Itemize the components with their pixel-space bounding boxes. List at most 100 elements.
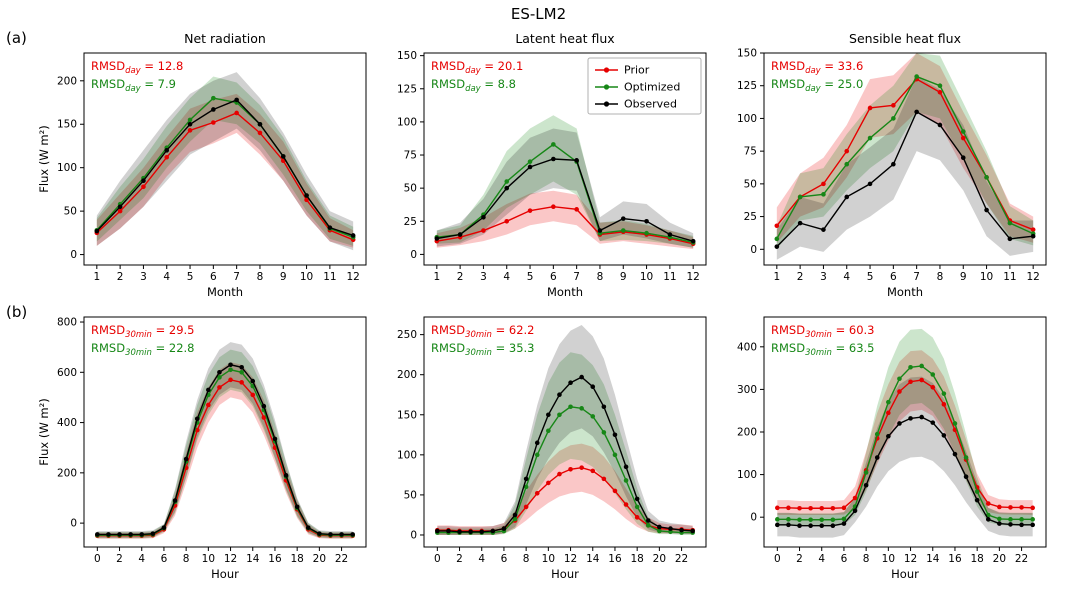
svg-text:RMSD30min = 60.3: RMSD30min = 60.3: [771, 323, 875, 340]
svg-text:0: 0: [434, 553, 441, 565]
svg-text:4: 4: [138, 553, 145, 565]
svg-text:600: 600: [57, 367, 77, 379]
svg-text:RMSDday = 12.8: RMSDday = 12.8: [91, 59, 183, 76]
svg-text:10: 10: [882, 553, 895, 565]
svg-text:Month: Month: [207, 285, 243, 299]
svg-text:4: 4: [843, 271, 850, 283]
svg-text:3: 3: [480, 271, 487, 283]
svg-text:6: 6: [841, 553, 848, 565]
svg-text:RMSD30min = 35.3: RMSD30min = 35.3: [431, 341, 535, 358]
svg-text:2: 2: [796, 553, 803, 565]
svg-text:18: 18: [290, 553, 303, 565]
svg-text:1: 1: [433, 271, 440, 283]
svg-text:0: 0: [750, 244, 757, 256]
svg-text:150: 150: [397, 409, 417, 421]
svg-text:0: 0: [750, 512, 757, 524]
svg-text:1: 1: [93, 271, 100, 283]
svg-text:RMSD30min = 22.8: RMSD30min = 22.8: [91, 341, 195, 358]
svg-text:125: 125: [397, 83, 417, 95]
svg-text:4: 4: [163, 271, 170, 283]
svg-text:6: 6: [210, 271, 217, 283]
svg-text:6: 6: [161, 553, 168, 565]
svg-text:75: 75: [404, 150, 417, 162]
svg-text:12: 12: [346, 271, 359, 283]
svg-text:20: 20: [993, 553, 1006, 565]
svg-text:RMSDday = 8.8: RMSDday = 8.8: [431, 77, 516, 94]
svg-text:300: 300: [737, 384, 757, 396]
svg-text:RMSDday = 33.6: RMSDday = 33.6: [771, 59, 863, 76]
svg-text:7: 7: [913, 271, 920, 283]
svg-text:8: 8: [863, 553, 870, 565]
svg-text:11: 11: [1003, 271, 1016, 283]
svg-text:6: 6: [890, 271, 897, 283]
figure-title: ES-LM2: [510, 5, 567, 23]
svg-text:RMSDday = 7.9: RMSDday = 7.9: [91, 77, 176, 94]
panel-row-b: (b) 0 200 400 600 800 0 2 4 6 8 10 12 14 16 18 20 22 Hour…: [0, 301, 1077, 583]
svg-text:150: 150: [57, 119, 77, 131]
svg-text:Optimized: Optimized: [624, 81, 680, 94]
svg-text:RMSDday = 20.1: RMSDday = 20.1: [431, 59, 523, 76]
svg-text:7: 7: [573, 271, 580, 283]
svg-text:0: 0: [70, 518, 77, 530]
svg-text:2: 2: [797, 271, 804, 283]
svg-text:1: 1: [773, 271, 780, 283]
svg-text:16: 16: [268, 553, 282, 565]
svg-text:12: 12: [224, 553, 237, 565]
chart-sensible-heat-flux-diurnal: 0 100 200 300 400 0 2 4 6 8 10 12 14 16 18 20 22 Hour RMSD…: [737, 316, 1047, 581]
svg-text:10: 10: [640, 271, 653, 283]
svg-text:22: 22: [335, 553, 348, 565]
svg-text:9: 9: [620, 271, 627, 283]
panel-row-a: (a) 0 50 100 150 200 1 2 3 4 5 6 7 8 9 10 11 12 Net radia…: [0, 27, 1077, 301]
svg-text:10: 10: [202, 553, 215, 565]
svg-text:200: 200: [737, 427, 757, 439]
svg-text:5: 5: [187, 271, 194, 283]
svg-text:18: 18: [970, 553, 983, 565]
svg-text:20: 20: [653, 553, 666, 565]
svg-text:800: 800: [57, 317, 77, 329]
svg-text:200: 200: [57, 75, 77, 87]
svg-text:14: 14: [926, 553, 940, 565]
svg-text:8: 8: [937, 271, 944, 283]
svg-text:100: 100: [397, 449, 417, 461]
svg-text:Month: Month: [547, 285, 583, 299]
svg-text:0: 0: [410, 529, 417, 541]
svg-text:25: 25: [404, 216, 417, 228]
svg-text:11: 11: [663, 271, 676, 283]
svg-text:0: 0: [774, 553, 781, 565]
svg-text:0: 0: [410, 249, 417, 261]
svg-text:9: 9: [960, 271, 967, 283]
svg-text:400: 400: [57, 417, 77, 429]
svg-text:Hour: Hour: [211, 567, 239, 581]
svg-text:250: 250: [397, 329, 417, 341]
panel-b-label: (b): [6, 303, 28, 321]
svg-text:75: 75: [744, 146, 757, 158]
svg-text:4: 4: [818, 553, 825, 565]
svg-text:9: 9: [280, 271, 287, 283]
svg-text:5: 5: [867, 271, 874, 283]
svg-text:6: 6: [550, 271, 557, 283]
svg-text:8: 8: [183, 553, 190, 565]
svg-text:12: 12: [904, 553, 917, 565]
svg-text:Hour: Hour: [891, 567, 919, 581]
svg-text:2: 2: [116, 553, 123, 565]
svg-text:12: 12: [1026, 271, 1039, 283]
svg-text:2: 2: [117, 271, 124, 283]
svg-text:18: 18: [630, 553, 643, 565]
svg-text:7: 7: [233, 271, 240, 283]
svg-text:400: 400: [737, 341, 757, 353]
svg-text:RMSD30min = 29.5: RMSD30min = 29.5: [91, 323, 195, 340]
panel-a-label: (a): [6, 29, 27, 47]
svg-text:14: 14: [586, 553, 600, 565]
svg-text:10: 10: [980, 271, 993, 283]
svg-text:Hour: Hour: [551, 567, 579, 581]
svg-text:25: 25: [744, 211, 757, 223]
svg-text:Latent heat flux: Latent heat flux: [515, 31, 614, 46]
svg-text:200: 200: [57, 467, 77, 479]
svg-text:6: 6: [501, 553, 508, 565]
svg-text:RMSDday = 25.0: RMSDday = 25.0: [771, 77, 863, 94]
svg-text:50: 50: [404, 489, 417, 501]
svg-text:20: 20: [313, 553, 326, 565]
svg-text:50: 50: [404, 183, 417, 195]
